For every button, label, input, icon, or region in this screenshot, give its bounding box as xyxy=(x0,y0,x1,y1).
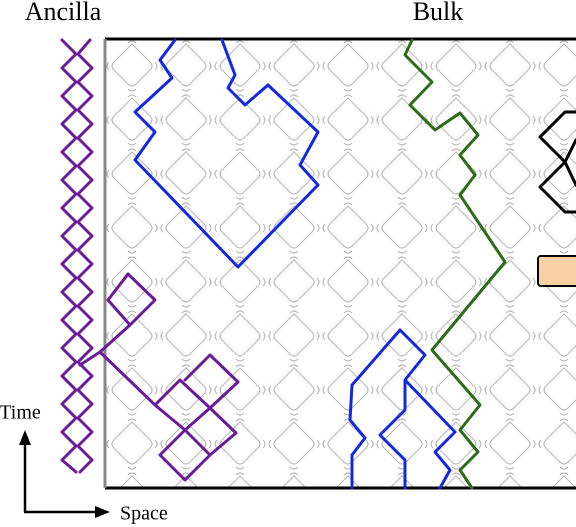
axes xyxy=(19,430,110,518)
measurement-box xyxy=(537,255,576,287)
time-label: Time xyxy=(0,402,41,424)
operator-path xyxy=(348,328,457,490)
space-label: Space xyxy=(120,503,168,525)
arrow-head xyxy=(95,506,110,518)
operator-path xyxy=(403,38,507,490)
ancilla-path xyxy=(78,272,240,482)
ancilla-path xyxy=(76,38,94,474)
operator-path xyxy=(538,110,576,214)
bulk-region xyxy=(103,37,576,490)
gate-lattice xyxy=(105,39,576,488)
ancilla-path xyxy=(60,38,78,474)
operator-path xyxy=(133,38,320,269)
bulk-label: Bulk xyxy=(413,0,464,26)
arrow-head xyxy=(19,430,31,445)
ancilla-label: Ancilla xyxy=(25,0,102,26)
